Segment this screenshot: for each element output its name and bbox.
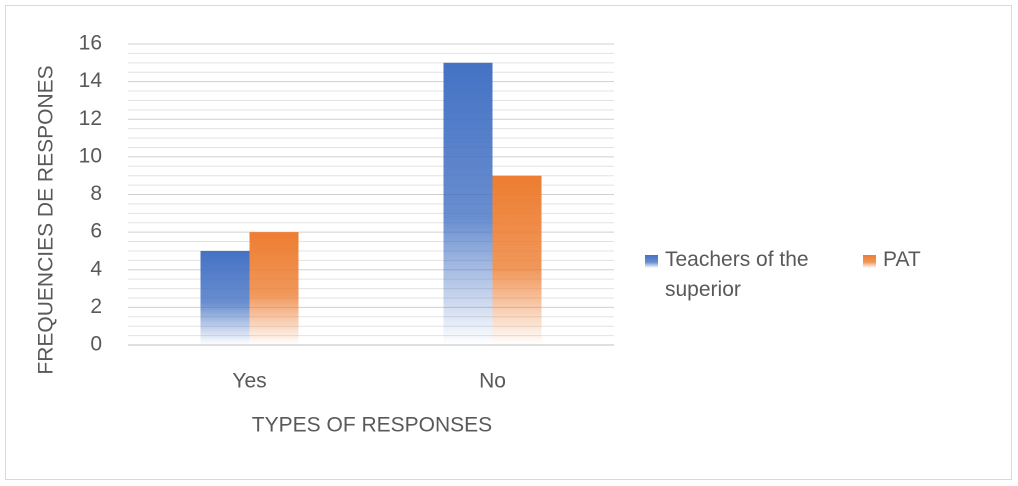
y-tick-label: 8 bbox=[90, 182, 102, 205]
y-tick-label: 2 bbox=[90, 295, 102, 318]
bar bbox=[443, 62, 493, 345]
legend-label: Teachers of the superior bbox=[665, 248, 809, 301]
x-tick-label: Yes bbox=[232, 370, 266, 393]
x-tick-label: No bbox=[479, 370, 506, 393]
y-tick-label: 16 bbox=[79, 32, 102, 55]
y-tick-label: 14 bbox=[79, 69, 103, 92]
legend-item: PAT bbox=[883, 248, 921, 271]
y-axis-title: FREQUENCIES DE RESPONES bbox=[35, 65, 58, 374]
y-tick-label: 4 bbox=[90, 257, 102, 280]
legend-label: PAT bbox=[883, 248, 921, 271]
y-tick-label: 6 bbox=[90, 220, 102, 243]
bar bbox=[249, 232, 299, 345]
legend-swatch bbox=[645, 255, 658, 268]
legend-item: Teachers of the superior bbox=[665, 248, 809, 301]
legend-swatch bbox=[863, 255, 876, 268]
y-tick-label: 10 bbox=[79, 144, 102, 167]
x-axis-title: TYPES OF RESPONSES bbox=[252, 414, 492, 437]
y-tick-label: 12 bbox=[79, 107, 102, 130]
bar bbox=[492, 175, 542, 345]
y-tick-label: 0 bbox=[90, 333, 102, 356]
bar bbox=[200, 250, 250, 345]
